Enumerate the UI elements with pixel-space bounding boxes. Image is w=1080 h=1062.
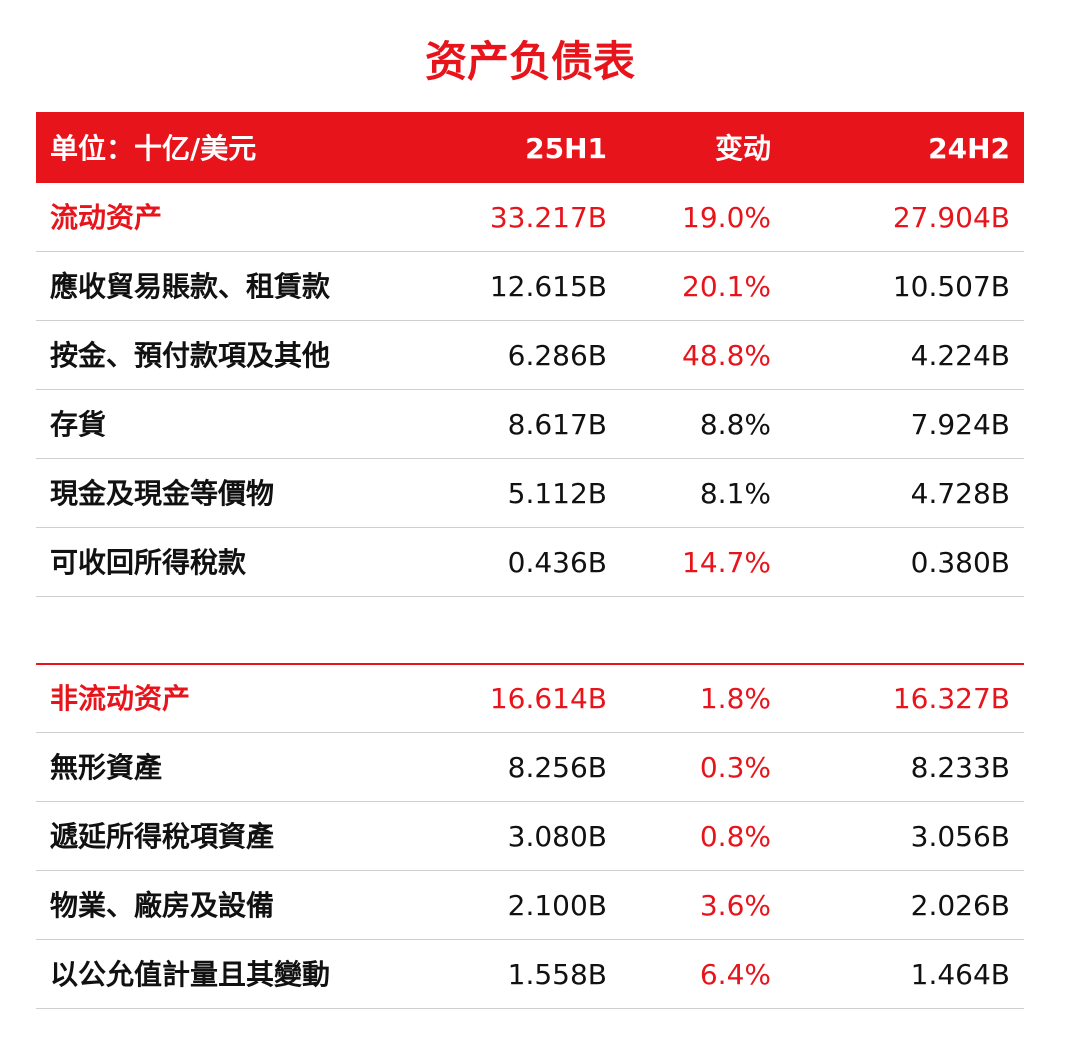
row-divider bbox=[36, 596, 1024, 597]
row-label: 按金、預付款項及其他 bbox=[50, 339, 331, 372]
change: 19.0% bbox=[682, 201, 771, 234]
value-24h2: 4.224B bbox=[910, 339, 1010, 372]
row-divider bbox=[36, 870, 1024, 871]
row-label: 流动资产 bbox=[50, 201, 163, 234]
value-24h2: 7.924B bbox=[910, 408, 1010, 441]
value-24h2: 4.728B bbox=[910, 477, 1010, 510]
row-divider bbox=[36, 1008, 1024, 1009]
row-label: 非流动资产 bbox=[50, 682, 191, 715]
row-divider bbox=[36, 251, 1024, 252]
row-label: 存貨 bbox=[50, 408, 107, 441]
header-cell: 单位：十亿/美元 bbox=[50, 132, 257, 165]
row-label: 物業、廠房及設備 bbox=[50, 889, 275, 922]
value-25h1: 16.614B bbox=[489, 682, 607, 715]
row-label: 現金及現金等價物 bbox=[50, 477, 275, 510]
title: 资产负债表 bbox=[424, 37, 635, 86]
change: 0.3% bbox=[699, 751, 771, 784]
header-cell: 变动 bbox=[714, 132, 771, 165]
row-divider bbox=[36, 801, 1024, 802]
row-divider bbox=[36, 458, 1024, 459]
row-label: 以公允值計量且其變動 bbox=[50, 958, 331, 991]
value-25h1: 0.436B bbox=[507, 546, 607, 579]
row-divider bbox=[36, 732, 1024, 733]
value-24h2: 1.464B bbox=[910, 958, 1010, 991]
change: 20.1% bbox=[682, 270, 771, 303]
value-24h2: 10.507B bbox=[892, 270, 1010, 303]
value-24h2: 3.056B bbox=[910, 820, 1010, 853]
row-label: 應收貿易賬款、租賃款 bbox=[50, 270, 331, 303]
header-band bbox=[36, 112, 1024, 183]
change: 8.8% bbox=[699, 408, 771, 441]
row-divider bbox=[36, 389, 1024, 390]
section-divider bbox=[36, 663, 1024, 665]
change: 8.1% bbox=[699, 477, 771, 510]
value-25h1: 3.080B bbox=[507, 820, 607, 853]
header-cell: 25H1 bbox=[525, 132, 607, 165]
row-divider bbox=[36, 527, 1024, 528]
value-24h2: 2.026B bbox=[910, 889, 1010, 922]
change: 3.6% bbox=[699, 889, 771, 922]
change: 0.8% bbox=[699, 820, 771, 853]
value-24h2: 27.904B bbox=[892, 201, 1010, 234]
change: 6.4% bbox=[699, 958, 771, 991]
value-24h2: 8.233B bbox=[910, 751, 1010, 784]
value-25h1: 8.617B bbox=[507, 408, 607, 441]
value-25h1: 5.112B bbox=[507, 477, 607, 510]
value-25h1: 1.558B bbox=[507, 958, 607, 991]
value-24h2: 16.327B bbox=[892, 682, 1010, 715]
change: 1.8% bbox=[699, 682, 771, 715]
row-label: 可收回所得稅款 bbox=[50, 546, 247, 579]
row-divider bbox=[36, 320, 1024, 321]
change: 14.7% bbox=[682, 546, 771, 579]
header-cell: 24H2 bbox=[928, 132, 1010, 165]
row-divider bbox=[36, 939, 1024, 940]
value-25h1: 2.100B bbox=[507, 889, 607, 922]
value-24h2: 0.380B bbox=[910, 546, 1010, 579]
value-25h1: 6.286B bbox=[507, 339, 607, 372]
row-label: 遞延所得稅項資產 bbox=[50, 820, 275, 853]
change: 48.8% bbox=[682, 339, 771, 372]
value-25h1: 33.217B bbox=[489, 201, 607, 234]
value-25h1: 12.615B bbox=[489, 270, 607, 303]
value-25h1: 8.256B bbox=[507, 751, 607, 784]
row-label: 無形資產 bbox=[50, 751, 163, 784]
